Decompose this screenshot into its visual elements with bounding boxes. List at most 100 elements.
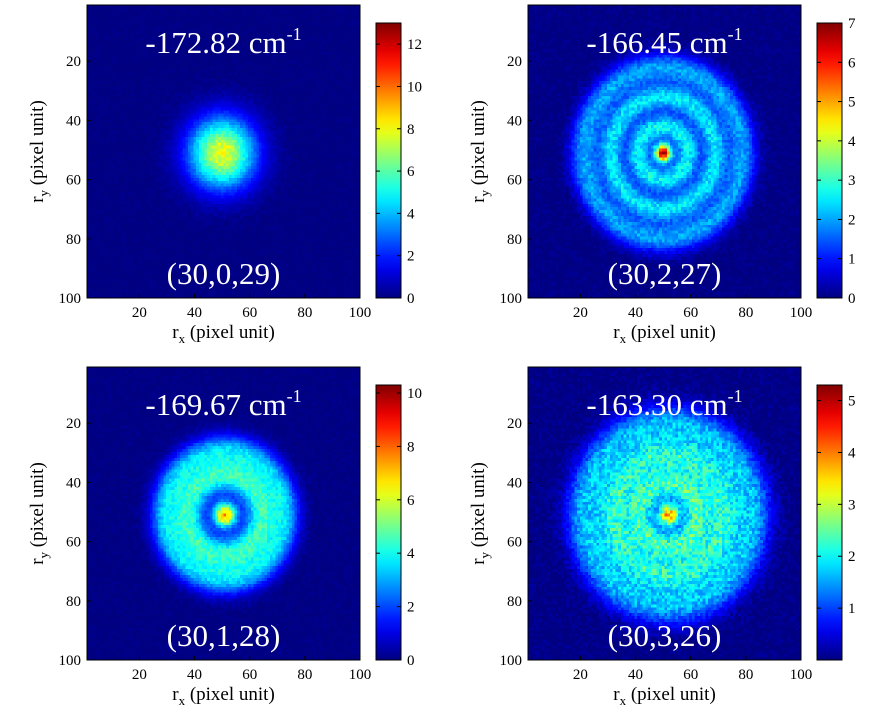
colorbar-tick-label: 6 (848, 55, 856, 71)
y-axis-label-main: r (27, 558, 48, 565)
colorbar-tick-label: 12 (407, 37, 422, 53)
x-axis-label-sub: x (179, 693, 186, 708)
y-axis-label-rest: (pixel unit) (27, 100, 48, 190)
colorbar-tick-label: 1 (848, 601, 856, 617)
colorbar-tick-label: 4 (848, 445, 856, 461)
x-axis-label-main: r (172, 322, 179, 343)
x-tick-label: 80 (297, 305, 312, 321)
state-label: (30,2,27) (608, 256, 722, 291)
plot-frame (527, 366, 802, 661)
state-label: (30,0,29) (167, 256, 281, 291)
colorbar-tick-label: 2 (407, 600, 415, 616)
heatmap-image (528, 5, 801, 298)
y-axis-label: ry (pixel unit) (27, 462, 51, 565)
x-tick-label: 100 (790, 667, 813, 683)
x-axis-label-sub: x (179, 331, 186, 346)
colorbar-tick-label: 0 (407, 291, 415, 307)
plot-frame (527, 4, 802, 299)
energy-value: -169.67 cm (145, 387, 286, 422)
y-tick-label: 100 (500, 291, 523, 307)
colorbar-tick-label: 0 (407, 653, 415, 669)
y-axis-label-sub: y (36, 189, 51, 196)
y-axis-label-rest: (pixel unit) (27, 462, 48, 552)
x-tick-label: 60 (683, 667, 698, 683)
colorbar-tick-label: 8 (407, 122, 415, 138)
x-tick-label: 40 (628, 667, 643, 683)
y-axis-label-rest: (pixel unit) (468, 462, 489, 552)
y-tick-label: 100 (59, 653, 82, 669)
colorbar (816, 22, 843, 299)
y-tick-label: 100 (500, 653, 523, 669)
plot-frame (86, 4, 361, 299)
x-tick-label: 20 (132, 667, 147, 683)
energy-label: -169.67 cm-1 (145, 386, 301, 422)
y-axis-label-main: r (27, 196, 48, 203)
energy-label: -166.45 cm-1 (586, 24, 742, 60)
x-axis-label-rest: (pixel unit) (626, 322, 716, 343)
x-tick-label: 100 (349, 305, 372, 321)
x-tick-label: 40 (628, 305, 643, 321)
x-axis-label: rx (pixel unit) (172, 684, 275, 708)
y-axis-label-sub: y (36, 551, 51, 558)
heatmap-image (528, 367, 801, 660)
x-tick-label: 20 (132, 305, 147, 321)
energy-exponent: -1 (287, 24, 302, 44)
energy-value: -166.45 cm (586, 25, 727, 60)
colorbar-tick-label: 1 (848, 252, 856, 268)
x-axis-label-main: r (172, 684, 179, 705)
y-axis-label: ry (pixel unit) (27, 100, 51, 203)
y-tick-label: 80 (507, 594, 522, 610)
colorbar-tick-label: 0 (848, 291, 856, 307)
state-label: (30,1,28) (167, 618, 281, 653)
colorbar-tick-label: 3 (848, 173, 856, 189)
x-tick-label: 100 (349, 667, 372, 683)
heatmap-image (87, 5, 360, 298)
x-tick-label: 100 (790, 305, 813, 321)
heatmap-image (87, 367, 360, 660)
x-axis-label: rx (pixel unit) (613, 684, 716, 708)
x-tick-label: 60 (242, 305, 257, 321)
y-tick-label: 20 (507, 54, 522, 70)
colorbar-tick-label: 3 (848, 497, 856, 513)
colorbar-tick-label: 7 (848, 16, 856, 32)
x-tick-label: 80 (297, 667, 312, 683)
x-tick-label: 80 (738, 667, 753, 683)
x-axis-label-rest: (pixel unit) (185, 684, 275, 705)
y-tick-label: 60 (66, 535, 81, 551)
energy-exponent: -1 (728, 24, 743, 44)
y-tick-label: 20 (507, 416, 522, 432)
energy-value: -163.30 cm (586, 387, 727, 422)
y-axis-label-main: r (468, 558, 489, 565)
colorbar-tick-label: 5 (848, 95, 856, 111)
plot-frame (86, 366, 361, 661)
energy-exponent: -1 (287, 386, 302, 406)
colorbar-tick-label: 4 (848, 134, 856, 150)
y-tick-label: 100 (59, 291, 82, 307)
colorbar-tick-label: 6 (407, 493, 415, 509)
x-tick-label: 20 (573, 305, 588, 321)
colorbar-tick-label: 10 (407, 386, 422, 402)
y-tick-label: 40 (507, 475, 522, 491)
y-tick-label: 80 (507, 232, 522, 248)
energy-label: -172.82 cm-1 (145, 24, 301, 60)
x-tick-label: 60 (683, 305, 698, 321)
y-axis-label-rest: (pixel unit) (468, 100, 489, 190)
y-tick-label: 20 (66, 416, 81, 432)
y-axis-label-sub: y (477, 551, 492, 558)
y-tick-label: 80 (66, 594, 81, 610)
x-axis-label-main: r (613, 322, 620, 343)
colorbar-tick-label: 8 (407, 439, 415, 455)
y-axis-label-main: r (468, 196, 489, 203)
y-axis-label: ry (pixel unit) (468, 462, 492, 565)
x-tick-label: 40 (187, 667, 202, 683)
x-tick-label: 80 (738, 305, 753, 321)
colorbar (375, 22, 402, 299)
colorbar-tick-label: 5 (848, 394, 856, 410)
y-tick-label: 60 (507, 173, 522, 189)
x-axis-label-sub: x (620, 331, 627, 346)
y-axis-label: ry (pixel unit) (468, 100, 492, 203)
state-label: (30,3,26) (608, 618, 722, 653)
